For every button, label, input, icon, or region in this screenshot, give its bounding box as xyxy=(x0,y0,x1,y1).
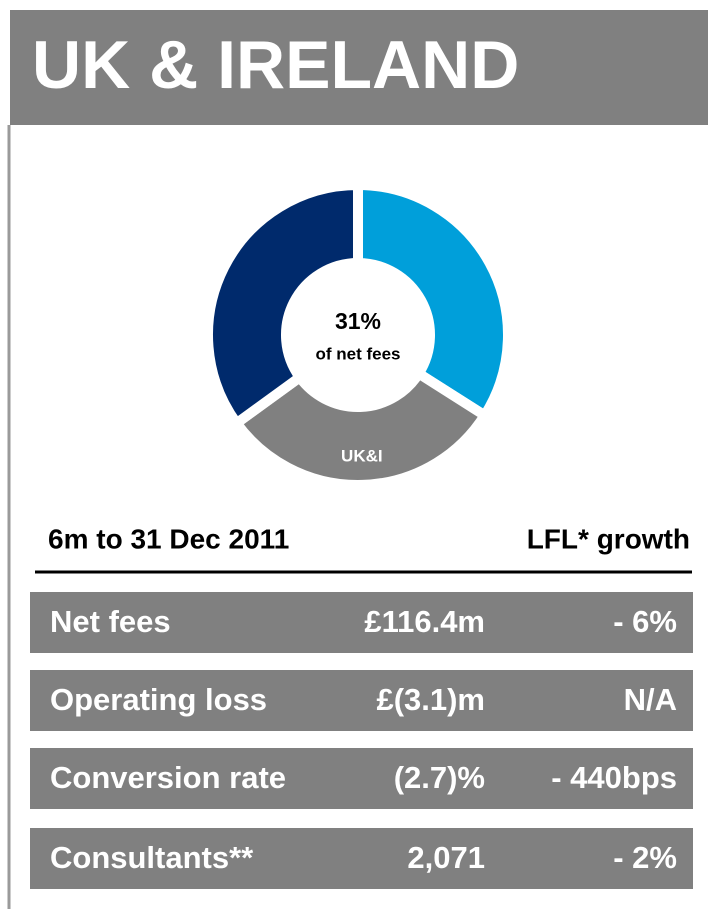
table-cell: £(3.1)m xyxy=(376,682,485,717)
table-cell: £116.4m xyxy=(364,604,485,639)
table-row xyxy=(30,748,693,809)
table-row xyxy=(30,828,693,889)
table-cell: - 2% xyxy=(613,840,677,875)
center-value: 31% xyxy=(335,308,381,334)
table-row xyxy=(30,592,693,653)
donut-segment xyxy=(353,179,513,423)
table-cell: - 6% xyxy=(613,604,677,639)
center-annotation: of net fees xyxy=(315,344,400,363)
table-header-right: LFL* growth xyxy=(527,523,690,554)
table-cell: Conversion rate xyxy=(50,760,286,795)
title: UK & IRELAND xyxy=(32,27,519,103)
table-cell: N/A xyxy=(624,682,677,717)
donut-segment xyxy=(229,366,492,490)
segment-label: UK&I xyxy=(341,446,383,465)
table-cell: - 440bps xyxy=(551,760,677,795)
header-band xyxy=(10,10,708,125)
donut-chart: UK&I 31% of net fees xyxy=(203,179,513,490)
table-cell: (2.7)% xyxy=(394,760,485,795)
table-row xyxy=(30,670,693,731)
table: Net fees £116.4m - 6% Operating loss £(3.1)m… xyxy=(30,592,693,889)
table-cell: Operating loss xyxy=(50,682,267,717)
table-header-left: 6m to 31 Dec 2011 xyxy=(48,523,289,554)
table-cell: Consultants** xyxy=(50,840,254,875)
donut-segment xyxy=(203,179,363,431)
table-cell: 2,071 xyxy=(407,840,485,875)
table-cell: Net fees xyxy=(50,604,171,639)
